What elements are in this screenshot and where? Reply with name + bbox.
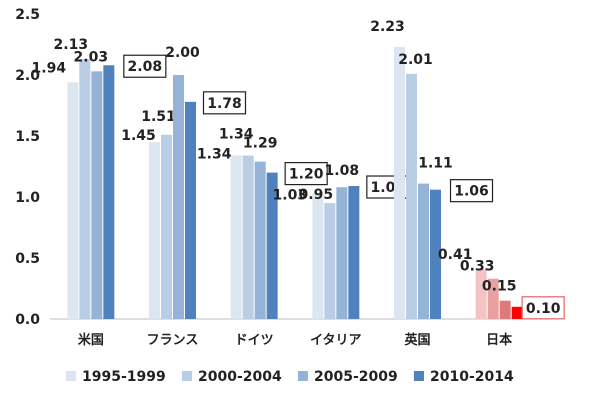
legend-swatch (298, 371, 308, 381)
data-label: 2.01 (398, 52, 433, 68)
data-label: 1.29 (243, 136, 278, 152)
category-label: 米国 (78, 332, 104, 348)
y-tick-label: 2.0 (15, 68, 40, 84)
data-label-box (202, 91, 247, 115)
y-tick-label: 2.5 (15, 7, 40, 23)
bar (312, 193, 324, 319)
bar (103, 65, 115, 320)
data-label: 1.08 (325, 163, 360, 179)
bar (266, 172, 278, 319)
category-label: イタリア (310, 333, 361, 348)
bar (242, 155, 254, 319)
data-label: 1.34 (219, 127, 254, 143)
bar (161, 134, 172, 319)
data-label: 0.10 (526, 301, 561, 317)
data-label-box (521, 296, 565, 320)
bar (430, 189, 441, 319)
bar (230, 155, 242, 319)
y-tick-label: 0.0 (15, 312, 40, 328)
data-label: 2.03 (74, 49, 109, 65)
data-label: 1.45 (121, 128, 156, 144)
y-tick-label: 1.0 (15, 190, 40, 206)
bar (499, 300, 511, 319)
data-label: 0.41 (438, 247, 473, 263)
bar (185, 101, 196, 319)
bar (418, 183, 429, 319)
category-label: ドイツ (235, 333, 274, 348)
data-label: 0.33 (460, 259, 495, 275)
data-label: 2.13 (54, 37, 89, 53)
category-label: 英国 (403, 332, 430, 348)
legend-label: 2000-2004 (198, 369, 282, 385)
data-label: 1.94 (32, 60, 67, 76)
data-label: 1.78 (207, 96, 242, 112)
bar (254, 161, 266, 319)
data-label: 2.08 (128, 59, 163, 75)
bar (67, 82, 79, 319)
bar (487, 278, 499, 319)
bar (173, 75, 184, 319)
data-label: 1.34 (197, 147, 232, 163)
bar (475, 268, 487, 319)
bar (348, 186, 360, 319)
category-label: フランス (147, 333, 199, 348)
legend-swatch (182, 371, 192, 381)
bar (336, 187, 348, 319)
bar (406, 73, 417, 319)
bar (324, 203, 336, 319)
bar (511, 306, 523, 319)
data-label: 1.20 (289, 167, 324, 183)
data-label: 2.00 (165, 45, 200, 61)
legend-label: 2005-2009 (314, 369, 398, 385)
data-label: 1.03 (273, 187, 308, 203)
y-tick-label: 1.5 (15, 129, 40, 145)
data-label: 0.95 (299, 187, 334, 203)
bar (79, 59, 91, 319)
data-label: 1.51 (141, 109, 176, 125)
bar (91, 71, 103, 319)
legend-swatch (414, 371, 424, 381)
bar (394, 46, 405, 319)
data-label: 0.15 (482, 279, 517, 295)
data-label: 2.23 (370, 19, 405, 35)
legend-swatch (66, 371, 76, 381)
data-label-box (449, 179, 494, 203)
data-label-box (284, 162, 328, 186)
data-label: 1.11 (418, 156, 453, 172)
data-label-box (123, 54, 167, 78)
legend-label: 2010-2014 (430, 369, 514, 385)
legend-label: 1995-1999 (82, 369, 166, 385)
data-label: 1.06 (454, 184, 489, 200)
bar (149, 142, 160, 319)
y-tick-label: 0.5 (15, 251, 40, 267)
category-label: 日本 (486, 332, 512, 348)
